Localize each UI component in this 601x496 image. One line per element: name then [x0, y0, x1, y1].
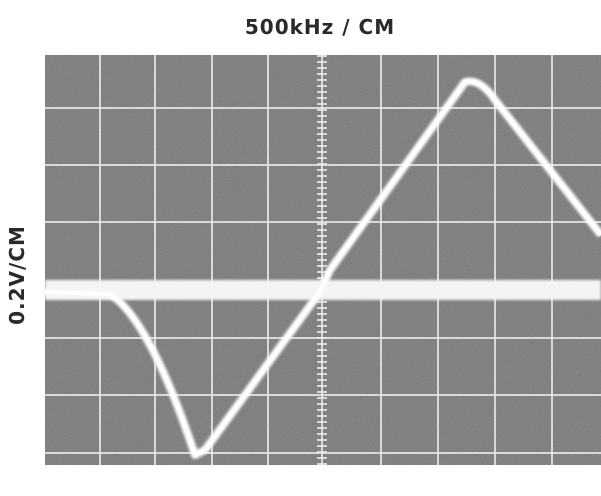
- signal-trace-core: [44, 79, 601, 457]
- graticule: [45, 55, 601, 465]
- vertical-scale-label: 0.2V/CM: [5, 225, 29, 325]
- screen: [44, 55, 601, 465]
- horizontal-scale-label: 500kHz / CM: [245, 15, 395, 39]
